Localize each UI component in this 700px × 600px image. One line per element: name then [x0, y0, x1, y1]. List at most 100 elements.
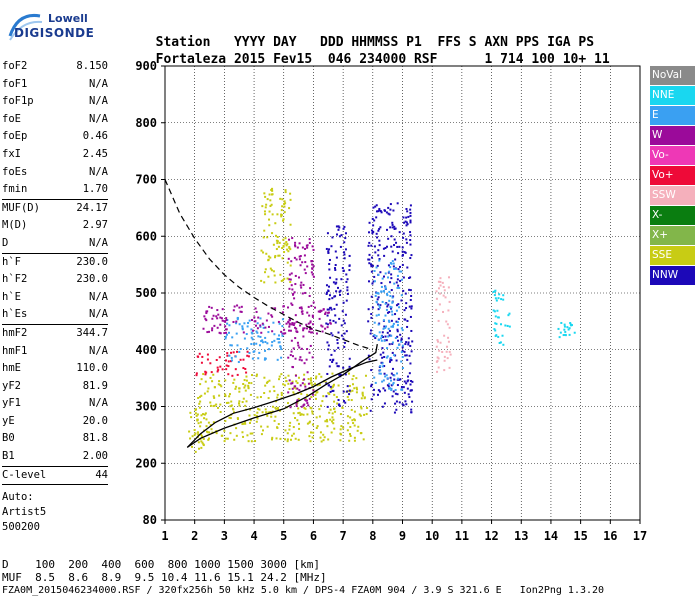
parameter-value: 44	[95, 468, 108, 481]
echo-point	[191, 445, 194, 448]
echo-point	[396, 346, 399, 349]
parameter-row: MUF(D) 24.17	[2, 200, 108, 218]
echo-point	[384, 272, 387, 275]
echo-point	[378, 390, 381, 393]
echo-point	[389, 281, 392, 284]
echo-point	[302, 413, 305, 416]
echo-point	[288, 238, 291, 241]
echo-point	[383, 402, 386, 405]
echo-point	[257, 316, 260, 319]
echo-point	[346, 289, 349, 292]
echo-point	[342, 426, 345, 429]
echo-point	[277, 245, 280, 248]
echo-point	[370, 313, 373, 316]
echo-point	[274, 222, 277, 225]
echo-point	[290, 272, 293, 275]
echo-point	[498, 293, 501, 296]
echo-point	[396, 378, 399, 381]
echo-point	[388, 387, 391, 390]
echo-point	[381, 380, 384, 383]
echo-point	[250, 328, 253, 331]
echo-point	[246, 354, 249, 357]
echo-point	[283, 384, 286, 387]
echo-point	[281, 311, 284, 314]
parameter-row: hmF2 344.7	[2, 325, 108, 343]
echo-point	[359, 414, 362, 417]
echo-point	[238, 400, 241, 403]
echo-point	[367, 258, 370, 261]
echo-point	[290, 339, 293, 342]
echo-point	[396, 274, 399, 277]
echo-point	[384, 302, 387, 305]
echo-point	[334, 410, 337, 413]
echo-point	[391, 226, 394, 229]
echo-point	[193, 428, 196, 431]
echo-point	[353, 424, 356, 427]
echo-point	[276, 407, 279, 410]
parameter-value: N/A	[89, 236, 108, 249]
parameter-row: hmE 110.0	[2, 360, 108, 378]
echo-point	[291, 380, 294, 383]
x-tick-label: 4	[250, 529, 257, 540]
echo-point	[340, 334, 343, 337]
legend-item: NNE	[650, 86, 695, 105]
echo-point	[216, 326, 219, 329]
echo-point	[502, 343, 505, 346]
echo-point	[397, 343, 400, 346]
echo-point	[335, 362, 338, 365]
echo-point	[315, 332, 318, 335]
echo-point	[248, 421, 251, 424]
echo-point	[331, 334, 334, 337]
echo-point	[230, 344, 233, 347]
echo-point	[373, 280, 376, 283]
echo-point	[223, 440, 226, 443]
echo-point	[311, 384, 314, 387]
echo-point	[396, 372, 399, 375]
echo-traces	[188, 187, 576, 453]
echo-point	[342, 337, 345, 340]
echo-point	[251, 432, 254, 435]
echo-point	[438, 303, 441, 306]
echo-point	[277, 341, 280, 344]
echo-point	[333, 267, 336, 270]
echo-point	[334, 264, 337, 267]
echo-point	[276, 396, 279, 399]
echo-point	[227, 373, 230, 376]
echo-point	[370, 256, 373, 259]
echo-point	[189, 437, 192, 440]
echo-point	[388, 270, 391, 273]
echo-point	[310, 377, 313, 380]
echo-point	[371, 232, 374, 235]
parameter-value: 230.0	[76, 255, 108, 268]
echo-point	[281, 318, 284, 321]
echo-point	[396, 324, 399, 327]
echo-point	[310, 331, 313, 334]
echo-point	[221, 368, 224, 371]
echo-point	[272, 243, 275, 246]
echo-point	[401, 254, 404, 257]
echo-point	[270, 314, 273, 317]
echo-point	[393, 238, 396, 241]
echo-point	[436, 356, 439, 359]
echo-point	[331, 236, 334, 239]
muf-value: 8.6	[68, 571, 89, 584]
echo-point	[250, 336, 253, 339]
echo-point	[234, 355, 237, 358]
echo-point	[211, 317, 214, 320]
echo-point	[295, 402, 298, 405]
echo-point	[398, 306, 401, 309]
echo-point	[329, 418, 332, 421]
distance-value: 400	[101, 558, 122, 571]
echo-point	[379, 353, 382, 356]
echo-point	[278, 254, 281, 257]
echo-point	[445, 320, 448, 323]
echo-point	[251, 357, 254, 360]
echo-point	[282, 238, 285, 241]
echo-point	[254, 324, 257, 327]
echo-point	[301, 312, 304, 315]
echo-point	[437, 366, 440, 369]
echo-point	[328, 248, 331, 251]
echo-point	[341, 310, 344, 313]
echo-point	[376, 264, 379, 267]
echo-point	[345, 299, 348, 302]
